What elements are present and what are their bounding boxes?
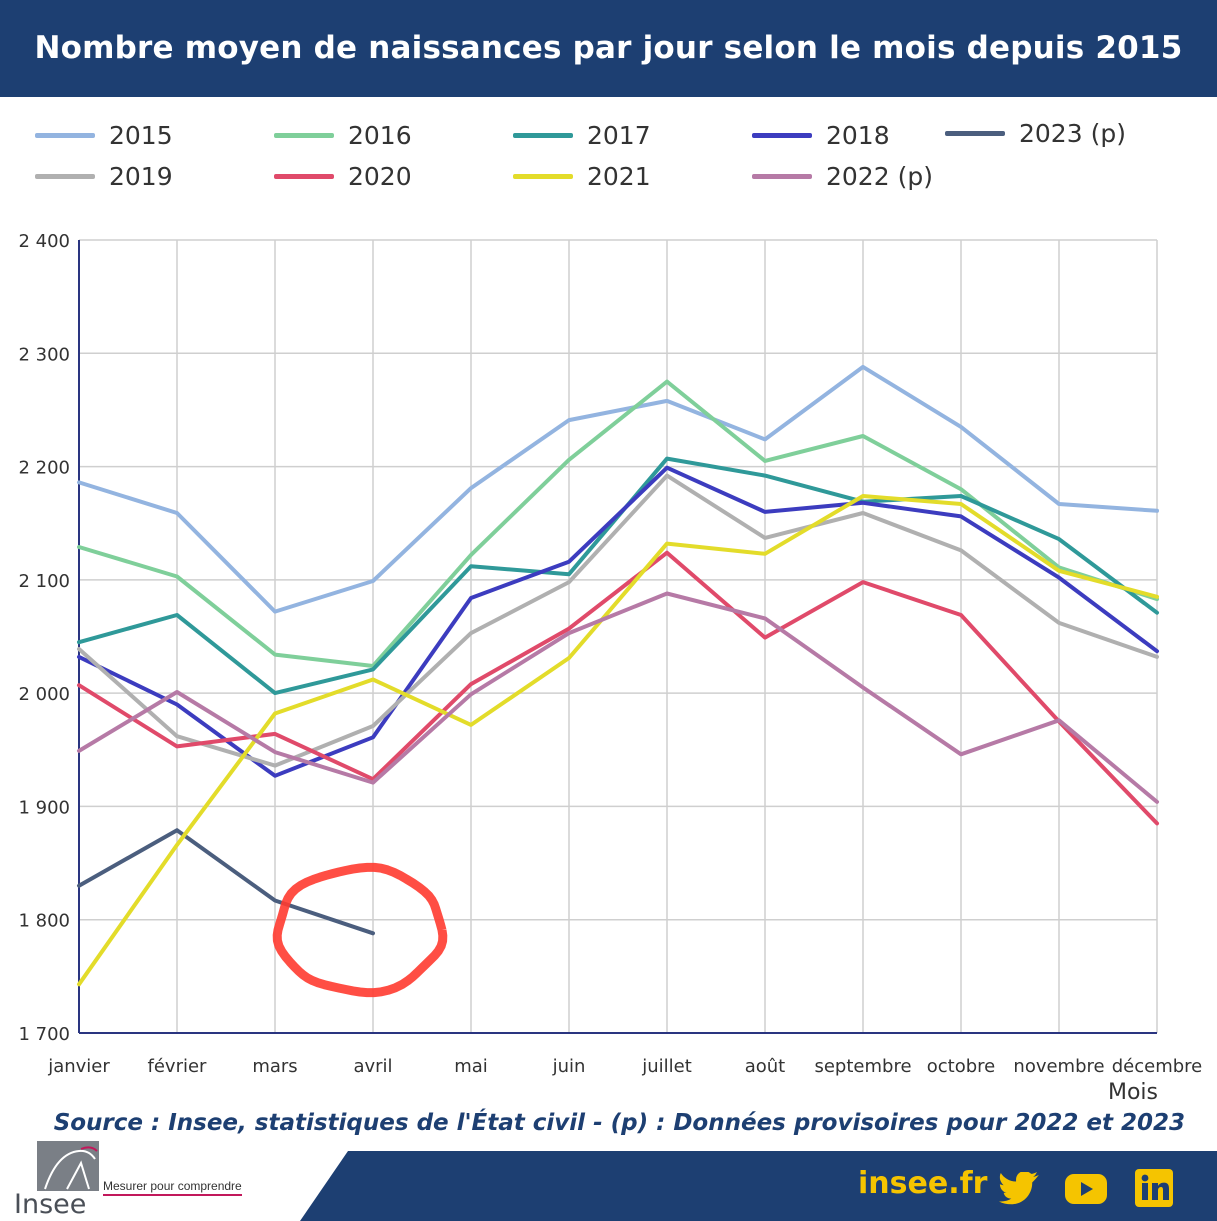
x-tick-label: août: [745, 1056, 786, 1077]
x-tick-label: juillet: [641, 1056, 692, 1077]
x-tick-label: janvier: [47, 1056, 110, 1077]
legend-item: 2016: [274, 120, 412, 150]
series-line: [77, 494, 1159, 987]
legend-item: 2021: [513, 161, 651, 191]
youtube-icon[interactable]: [1064, 1172, 1108, 1206]
linkedin-icon[interactable]: [1134, 1168, 1174, 1208]
series-line: [77, 591, 1159, 804]
y-tick-label: 2 400: [18, 231, 70, 252]
legend-item: 2019: [35, 161, 173, 191]
y-tick-label: 2 100: [18, 571, 70, 592]
site-link[interactable]: insee.fr: [858, 1166, 988, 1201]
y-tick-label: 1 700: [18, 1024, 70, 1045]
series-line: [77, 473, 1159, 768]
header-banner: Nombre moyen de naissances par jour selo…: [0, 0, 1217, 97]
source-note: Source : Insee, statistiques de l'État c…: [53, 1110, 1185, 1136]
x-tick-label: avril: [353, 1056, 392, 1077]
x-tick-label: février: [148, 1056, 208, 1077]
chart-legend: 2015 2016 2017 2018 2023 (p) 2019 2020 2021 2022…: [0, 112, 1217, 202]
series-line: [77, 550, 1159, 826]
page-title: Nombre moyen de naissances par jour selo…: [34, 30, 1183, 66]
y-tick-label: 2 000: [18, 684, 70, 705]
tagline: Mesurer pour comprendre: [103, 1179, 242, 1196]
y-tick-label: 1 900: [18, 797, 70, 818]
legend-label: 2022 (p): [826, 161, 933, 191]
series-line: [77, 465, 1159, 778]
legend-swatch: [752, 132, 812, 138]
series-line: [77, 364, 1159, 614]
legend-swatch: [513, 173, 573, 179]
legend-label: 2021: [587, 161, 651, 191]
annotation-circle: [272, 862, 448, 998]
legend-item: 2023 (p): [945, 118, 1126, 148]
legend-swatch: [35, 173, 95, 179]
footer-band: [300, 1151, 1217, 1221]
legend-label: 2020: [348, 161, 412, 191]
x-tick-label: juin: [552, 1056, 586, 1077]
legend-label: 2023 (p): [1019, 118, 1126, 148]
legend-item: 2015: [35, 120, 173, 150]
series-line: [77, 828, 375, 936]
logo-mark-icon: [37, 1141, 99, 1191]
y-tick-label: 1 800: [18, 911, 70, 932]
legend-swatch: [752, 173, 812, 179]
legend-item: 2020: [274, 161, 412, 191]
x-tick-label: décembre: [1112, 1056, 1203, 1077]
legend-label: 2019: [109, 161, 173, 191]
legend-swatch: [274, 173, 334, 179]
y-tick-label: 2 200: [18, 458, 70, 479]
legend-label: 2018: [826, 120, 890, 150]
legend-swatch: [513, 132, 573, 138]
legend-swatch: [274, 132, 334, 138]
twitter-icon[interactable]: [998, 1172, 1042, 1206]
x-tick-label: septembre: [814, 1056, 911, 1077]
y-tick-label: 2 300: [18, 344, 70, 365]
x-tick-label: mars: [252, 1056, 297, 1077]
legend-swatch: [945, 130, 1005, 136]
insee-logo: Insee: [12, 1141, 99, 1220]
legend-swatch: [35, 132, 95, 138]
x-tick-label: novembre: [1013, 1056, 1104, 1077]
line-chart: 1 700 1 800 1 900 2 000 2 100 2 200 2 300 2 400…: [18, 231, 1203, 1105]
logo-word: Insee: [14, 1189, 87, 1220]
legend-item: 2022 (p): [752, 161, 933, 191]
x-axis-title: Mois: [1108, 1080, 1158, 1105]
x-tick-label: mai: [454, 1056, 488, 1077]
legend-label: 2015: [109, 120, 173, 150]
x-tick-label: octobre: [927, 1056, 995, 1077]
legend-item: 2018: [752, 120, 890, 150]
series-line: [77, 379, 1159, 668]
legend-label: 2017: [587, 120, 651, 150]
legend-item: 2017: [513, 120, 651, 150]
legend-label: 2016: [348, 120, 412, 150]
